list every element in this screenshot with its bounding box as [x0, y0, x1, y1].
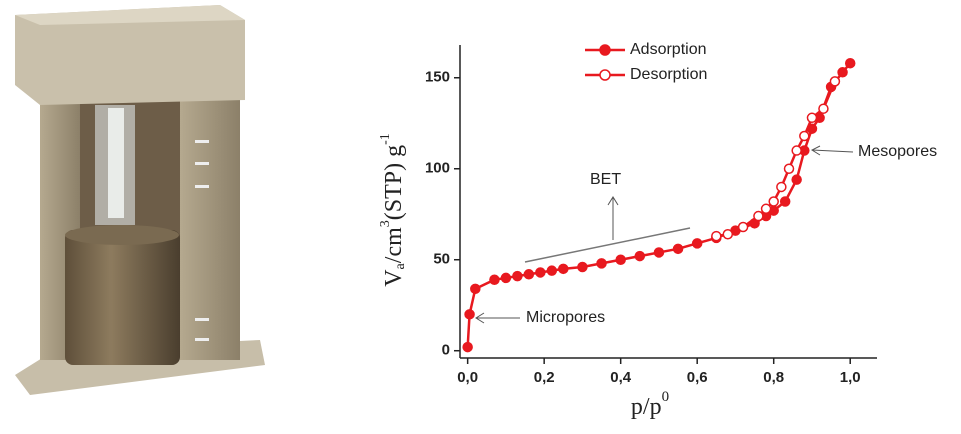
data-point [806, 112, 818, 124]
data-point [768, 196, 779, 207]
data-point [722, 229, 734, 240]
legend-label: Adsorption [630, 41, 707, 58]
y-tick-label: 50 [433, 251, 450, 268]
x-tick-label: 0,0 [457, 369, 478, 386]
data-point [464, 309, 475, 320]
data-point [512, 270, 523, 282]
data-point [596, 258, 607, 269]
x-tick-label: 0,4 [610, 369, 632, 386]
data-point [470, 283, 481, 295]
arrow [475, 312, 520, 324]
instrument-photo [15, 5, 265, 395]
arrow [810, 145, 854, 156]
data-point [818, 103, 829, 114]
series-line [466, 62, 852, 348]
data-point [837, 67, 848, 78]
data-point [844, 57, 856, 69]
y-tick-label: 0 [442, 342, 450, 359]
data-point [791, 174, 802, 185]
legend-marker [599, 44, 611, 56]
data-point [829, 76, 841, 87]
data-point [753, 210, 764, 222]
data-point [737, 221, 749, 233]
x-tick-label: 0,6 [687, 369, 708, 386]
data-point [615, 254, 626, 265]
data-point [634, 250, 646, 262]
y-axis-label: Va/cm3(STP) g-1 [378, 133, 408, 287]
chart: BET Micropores Mesopores Va/cm3(STP) g-1… [378, 41, 937, 419]
data-point [711, 230, 722, 242]
data-point [783, 163, 795, 174]
data-point [653, 247, 665, 258]
legend-label: Desorption [630, 66, 707, 83]
x-tick-label: 0,8 [763, 369, 784, 386]
data-point [523, 269, 535, 280]
data-point [546, 265, 558, 276]
x-tick-label: 0,2 [534, 369, 555, 386]
data-point [489, 274, 500, 285]
data-point [462, 341, 473, 353]
data-point [779, 196, 791, 207]
data-point [500, 272, 512, 284]
x-axis-label: p/p0 [631, 389, 669, 419]
data-point [791, 145, 802, 156]
data-point [577, 261, 588, 273]
data-point [691, 238, 703, 249]
bet-line [524, 227, 691, 263]
x-tick-label: 1,0 [840, 369, 861, 386]
data-point [799, 130, 810, 142]
data-point [760, 203, 772, 215]
legend-marker [599, 69, 611, 81]
y-tick-label: 100 [425, 160, 450, 177]
data-point [776, 181, 787, 193]
data-point [535, 267, 546, 278]
annotation: Mesopores [858, 143, 937, 160]
data-point [558, 263, 569, 275]
data-point [672, 243, 684, 255]
annotation: BET [590, 171, 621, 188]
annotation: Micropores [526, 309, 605, 326]
y-tick-label: 150 [425, 69, 450, 86]
arrow [607, 196, 619, 240]
